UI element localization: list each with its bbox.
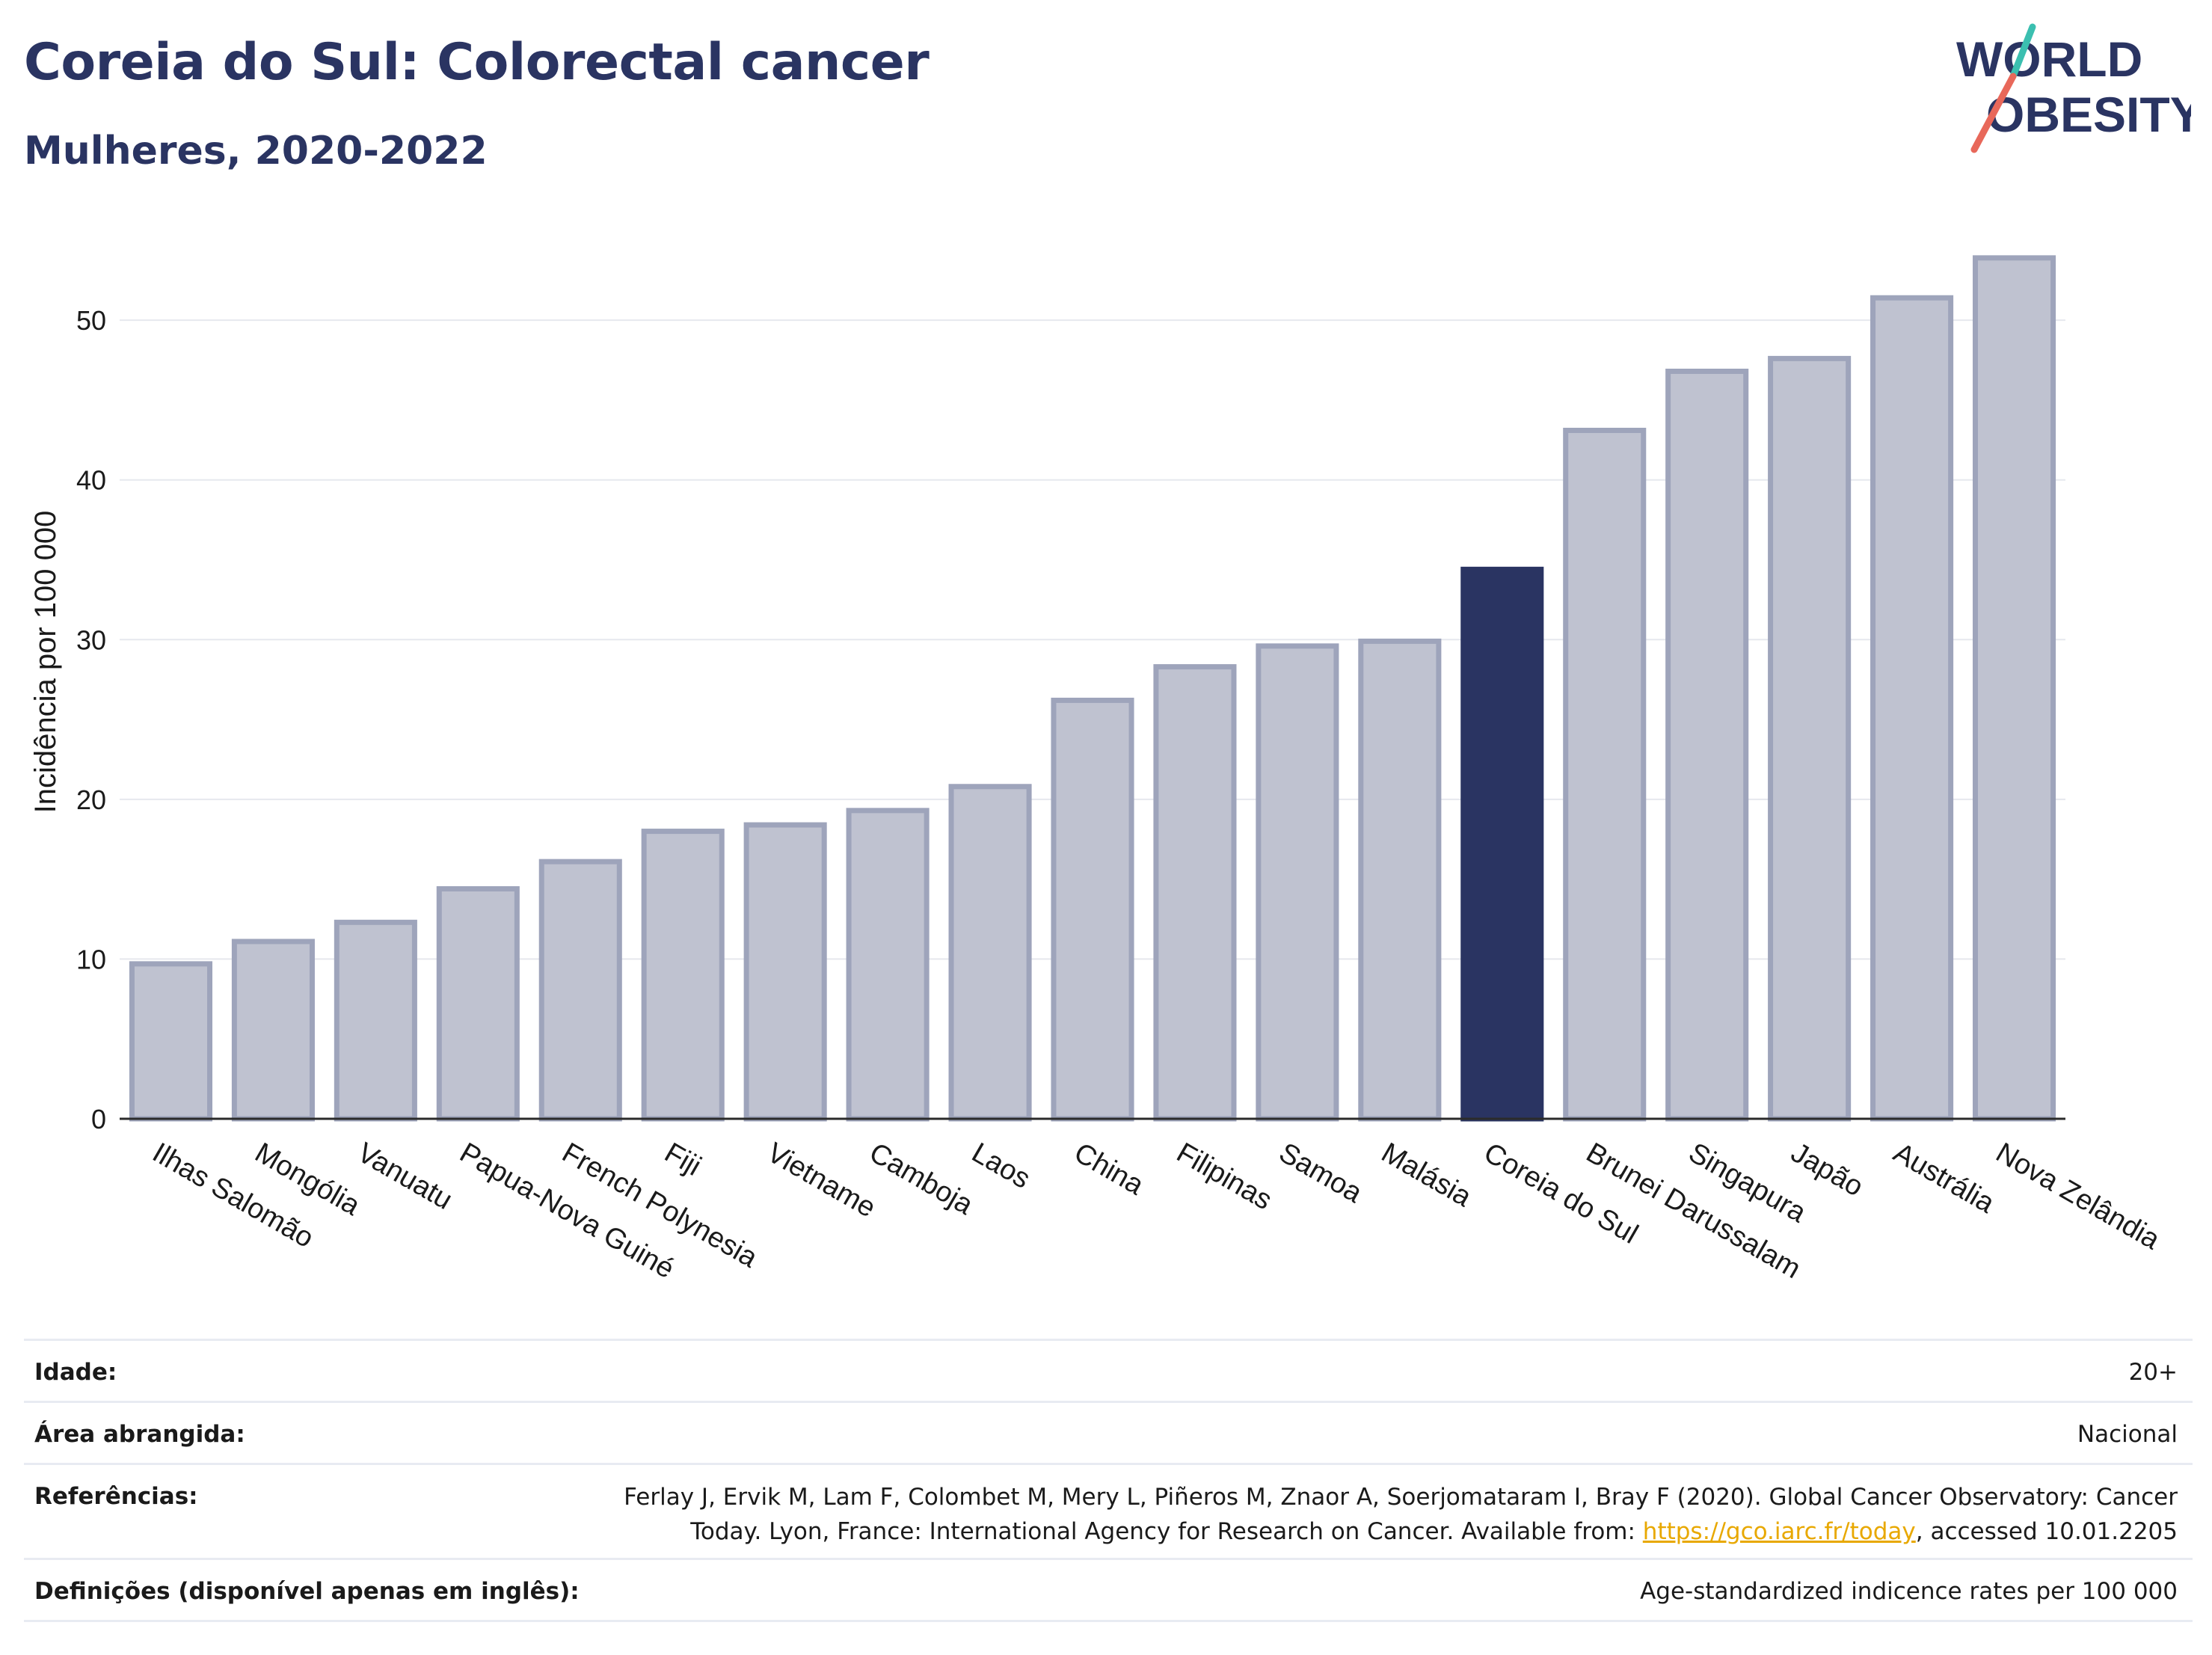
definitions-row: Definições (disponível apenas em inglês)… (24, 1558, 2193, 1622)
bar-nova-zel-ndia[interactable] (1972, 255, 2056, 1122)
area-value: Nacional (2077, 1421, 2178, 1448)
bar-vietname[interactable] (743, 822, 827, 1122)
x-tick-label: Vanuatu (352, 1137, 458, 1216)
area-row: Área abrangida: Nacional (24, 1401, 2193, 1463)
chart-title: Coreia do Sul: Colorectal cancer (24, 33, 930, 92)
x-tick-label: Laos (966, 1137, 1035, 1195)
x-tick-label: China (1069, 1137, 1149, 1201)
age-value: 20+ (2128, 1359, 2178, 1386)
world-obesity-logo: WORLD OBESITY (1956, 23, 2191, 153)
y-tick-label: 20 (76, 784, 106, 815)
bar-ilhas-salom-o[interactable] (129, 961, 213, 1122)
bar-vanuatu[interactable] (334, 919, 417, 1122)
bar-mong-lia[interactable] (231, 939, 315, 1122)
references-line-2: Today. Lyon, France: International Agenc… (690, 1518, 2178, 1545)
references-row: Referências: Ferlay J, Ervik M, Lam F, C… (24, 1463, 2193, 1558)
svg-text:OBESITY: OBESITY (1986, 87, 2191, 142)
y-tick-label: 50 (76, 305, 106, 336)
y-tick-label: 0 (91, 1104, 106, 1134)
y-tick-label: 10 (76, 944, 106, 974)
x-tick-label: Samoa (1274, 1137, 1368, 1209)
area-label: Área abrangida: (34, 1421, 245, 1448)
definitions-label: Definições (disponível apenas em inglês)… (34, 1578, 580, 1605)
x-tick-label: Filipinas (1171, 1137, 1277, 1216)
chart-subtitle: Mulheres, 2020-2022 (24, 129, 488, 174)
age-label: Idade: (34, 1359, 117, 1386)
x-tick-label: Vietname (761, 1137, 880, 1223)
bar-mal-sia[interactable] (1358, 638, 1442, 1122)
bar-singapura[interactable] (1665, 368, 1749, 1122)
svg-text:WORLD: WORLD (1956, 31, 2142, 87)
bar-brunei-darussalam[interactable] (1563, 428, 1647, 1122)
bar-filipinas[interactable] (1153, 664, 1237, 1122)
bar-china[interactable] (1051, 697, 1134, 1122)
bar-fiji[interactable] (641, 829, 725, 1122)
bar-austr-lia[interactable] (1870, 295, 1954, 1122)
y-tick-label: 40 (76, 465, 106, 496)
bar-camboja[interactable] (846, 808, 930, 1122)
x-tick-label: Camboja (864, 1137, 978, 1221)
bar-jap-o[interactable] (1768, 355, 1852, 1122)
bar-french-polynesia[interactable] (538, 859, 622, 1122)
x-tick-label: Fiji (660, 1137, 707, 1182)
bars (129, 255, 2056, 1122)
x-tick-label: Nova Zelândia (1991, 1137, 2166, 1256)
references-value: Ferlay J, Ervik M, Lam F, Colombet M, Me… (622, 1480, 2178, 1549)
bar-samoa[interactable] (1256, 643, 1339, 1122)
definitions-value: Age-standardized indicence rates per 100… (1640, 1578, 2178, 1605)
references-label: Referências: (34, 1483, 198, 1510)
references-link[interactable]: https://gco.iarc.fr/today (1642, 1518, 1916, 1545)
metadata-table: Idade: 20+ Área abrangida: Nacional Refe… (24, 1339, 2193, 1622)
bar-coreia-do-sul[interactable] (1460, 566, 1544, 1122)
bar-papua-nova-guin-[interactable] (436, 885, 520, 1122)
y-axis-label: Incidência por 100 000 (29, 511, 62, 814)
y-tick-label: 30 (76, 624, 106, 655)
age-row: Idade: 20+ (24, 1339, 2193, 1401)
x-tick-label: Malásia (1376, 1137, 1477, 1213)
bar-laos[interactable] (948, 784, 1032, 1122)
x-tick-label: Japão (1786, 1137, 1869, 1203)
x-tick-label: Austrália (1888, 1137, 2000, 1220)
references-line-1: Ferlay J, Ervik M, Lam F, Colombet M, Me… (624, 1484, 2178, 1511)
